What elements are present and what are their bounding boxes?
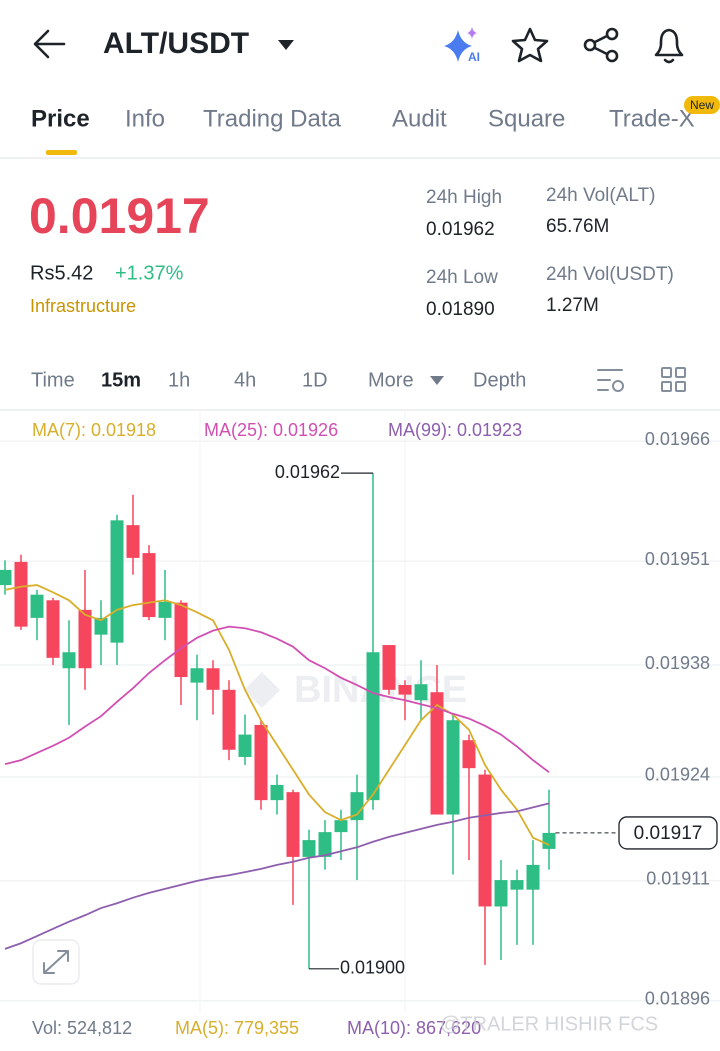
more-dropdown[interactable] [430, 376, 444, 385]
share-button[interactable] [583, 27, 619, 63]
legend-entry: MA(99): 0.01923 [388, 420, 522, 440]
svg-text:AI: AI [468, 50, 480, 64]
pair-dropdown[interactable] [278, 40, 294, 50]
tab-active[interactable]: Price [31, 105, 90, 132]
candle-body [318, 832, 332, 857]
candle-body [270, 784, 284, 801]
favorite-button[interactable] [511, 27, 549, 63]
stat-value: 65.76M [546, 216, 609, 237]
candle-body [302, 840, 316, 857]
tab[interactable]: Trading Data [203, 105, 342, 132]
candle-body [110, 520, 124, 643]
candle-body [142, 553, 156, 618]
back-button[interactable] [33, 29, 66, 59]
candle-body [366, 652, 380, 801]
candle-body [334, 820, 348, 833]
y-tick-label: 0.01966 [645, 429, 710, 449]
price-tag-label: 0.01917 [634, 823, 703, 844]
candle-body [382, 645, 396, 690]
price-tag [618, 816, 718, 850]
interval[interactable]: 1D [302, 369, 328, 391]
stat-label: 24h High [426, 187, 502, 208]
new-badge-text: New [690, 98, 714, 112]
candle-body [174, 602, 188, 678]
volume-ma: MA(10): 867,620 [347, 1018, 481, 1038]
candle-body [526, 864, 540, 890]
tab[interactable]: Square [488, 105, 565, 132]
y-tick-label: 0.01911 [646, 869, 710, 889]
candle-body [78, 609, 92, 669]
ai-button[interactable]: AI [444, 27, 480, 64]
new-badge [684, 96, 720, 114]
sector-tag[interactable]: Infrastructure [30, 296, 136, 316]
candle-body [254, 724, 268, 801]
y-tick-label: 0.01951 [645, 549, 710, 569]
stat-label: 24h Vol(ALT) [546, 185, 655, 206]
ma-line [4, 625, 550, 773]
depth-tab[interactable]: Depth [473, 369, 526, 391]
candle-body [494, 880, 508, 907]
candle-body [462, 740, 476, 769]
low-annotation: 0.01900 [340, 958, 405, 978]
candle-body [238, 734, 252, 757]
candle-body [14, 561, 28, 627]
y-tick-label: 0.01938 [645, 653, 710, 673]
candle-body [446, 720, 460, 815]
interval[interactable]: Time [31, 369, 75, 391]
volume-label: Vol: 524,812 [32, 1018, 132, 1038]
last-price: 0.01917 [29, 188, 210, 244]
candle-body [62, 652, 76, 669]
tab[interactable]: Trade-X [609, 105, 695, 132]
tab[interactable]: Audit [392, 105, 447, 132]
candle-body [30, 594, 44, 618]
interval-more[interactable]: More [368, 369, 414, 391]
candle-body [0, 569, 12, 586]
candle-body [190, 668, 204, 683]
ma-line [4, 584, 550, 846]
chart-watermark: BINANCE [244, 669, 467, 711]
candle-body [350, 792, 364, 821]
candle-body [542, 832, 556, 849]
volume-ma: MA(5): 779,355 [175, 1018, 299, 1038]
candle-body [46, 600, 60, 658]
tab[interactable]: Info [125, 105, 165, 132]
interval-active[interactable]: 15m [101, 369, 141, 391]
layout-button[interactable] [661, 367, 686, 392]
indicator-settings[interactable] [597, 369, 624, 392]
candle-body [206, 668, 220, 690]
candle-body [430, 692, 444, 815]
candle-body [126, 525, 140, 558]
y-tick-label: 0.01924 [645, 765, 710, 785]
stat-label: 24h Low [426, 267, 498, 288]
stat-value: 1.27M [546, 295, 599, 316]
candle-body [398, 685, 412, 695]
legend-entry: MA(25): 0.01926 [204, 420, 338, 440]
stat-value: 0.01890 [426, 299, 495, 320]
candle-body [158, 601, 172, 618]
interval[interactable]: 1h [168, 369, 190, 391]
interval[interactable]: 4h [234, 369, 256, 391]
legend-entry: MA(7): 0.01918 [32, 420, 156, 440]
expand-button[interactable] [32, 939, 80, 985]
tab-indicator [46, 150, 77, 155]
fiat-price: Rs5.42 [30, 262, 93, 284]
candle-body [286, 792, 300, 857]
candle-body [414, 684, 428, 701]
candle-body [94, 617, 108, 635]
candle-body [510, 880, 524, 890]
candle-body [478, 774, 492, 907]
high-annotation: 0.01962 [275, 462, 340, 482]
stat-label: 24h Vol(USDT) [546, 264, 674, 285]
price-change: +1.37% [115, 262, 184, 284]
stat-value: 0.01962 [426, 219, 495, 240]
y-tick-label: 0.01896 [645, 989, 710, 1009]
alert-button[interactable] [654, 28, 684, 64]
pair-title[interactable]: ALT/USDT [103, 27, 249, 60]
user-watermark: @TRALER HISHIR FCS [440, 1013, 658, 1035]
candle-body [222, 689, 236, 750]
ma-line [4, 802, 550, 950]
plot [0, 472, 718, 970]
